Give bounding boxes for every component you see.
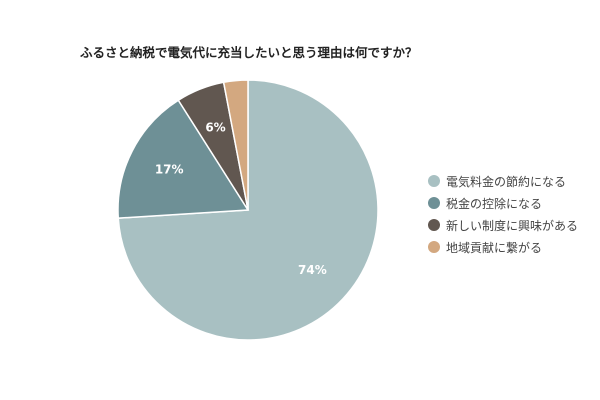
- legend-item: 地域貢献に繋がる: [428, 236, 578, 258]
- legend-swatch: [428, 197, 440, 209]
- legend-item: 税金の控除になる: [428, 192, 578, 214]
- data-label: 17%: [155, 162, 184, 176]
- legend-label: 税金の控除になる: [446, 196, 543, 211]
- data-label: 74%: [298, 263, 327, 277]
- legend-item: 新しい制度に興味がある: [428, 214, 578, 236]
- legend-label: 地域貢献に繋がる: [446, 240, 543, 255]
- pie-slice: [117, 99, 250, 219]
- pie-slice: [222, 79, 249, 211]
- legend-label: 新しい制度に興味がある: [446, 218, 579, 233]
- data-label: 6%: [205, 120, 225, 134]
- chart-legend: 電気料金の節約になる 税金の控除になる新しい制度に興味がある 地域貢献に繋がる: [428, 170, 578, 258]
- legend-swatch: [428, 219, 440, 231]
- legend-swatch: [428, 241, 440, 253]
- chart-title: ふるさと納税で電気代に充当したいと思う理由は何ですか？: [80, 45, 418, 60]
- legend-label: 電気料金の節約になる: [446, 174, 567, 189]
- legend-item: 電気料金の節約になる: [428, 170, 578, 192]
- legend-swatch: [428, 175, 440, 187]
